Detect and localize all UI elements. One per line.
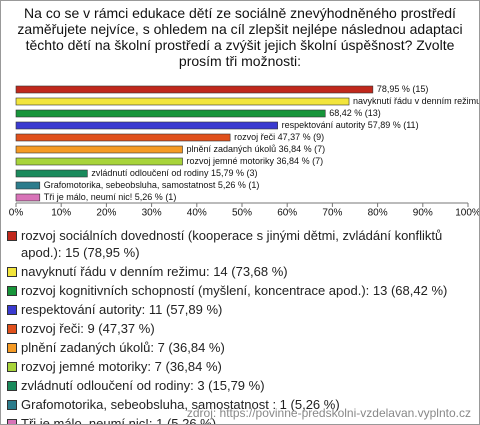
source: zdroj: https://povinne-predskolni-vzdela… <box>186 406 471 420</box>
legend-label: Grafomotorika, sebeobsluha, samostatnost… <box>21 397 340 412</box>
legend-entry: respektování autority: 11 (57,89 %) <box>7 301 473 318</box>
bar-label: plnění zadaných úkolů 36,84 % (7) <box>187 144 326 154</box>
legend-swatch <box>7 267 17 277</box>
question-title: Na co se v rámci edukace dětí ze sociáln… <box>17 5 463 69</box>
legend-swatch <box>7 419 17 424</box>
legend-label: navyknutí řádu v denním režimu: 14 (73,6… <box>21 264 288 279</box>
x-tick-label: 60% <box>277 208 297 219</box>
bar <box>15 181 41 190</box>
x-tick-label: 50% <box>232 208 252 219</box>
legend-label: Tři je málo, neumí nic!: 1 (5,26 %) <box>21 416 217 425</box>
legend-swatch <box>7 362 17 372</box>
legend-entry: Grafomotorika, sebeobsluha, samostatnost… <box>7 396 473 413</box>
legend-entry: Tři je málo, neumí nic!: 1 (5,26 %) <box>7 415 473 425</box>
legend-entry: rozvoj jemné motoriky: 7 (36,84 %) <box>7 358 473 375</box>
bar <box>15 85 374 94</box>
legend-label: rozvoj řeči: 9 (47,37 %) <box>21 321 155 336</box>
bar-label: Tři je málo, neumí nic! 5,26 % (1) <box>44 192 177 202</box>
bar-label: Grafomotorika, sebeobsluha, samostatnost… <box>44 180 260 190</box>
bar <box>15 169 88 178</box>
bar-label: rozvoj řeči 47,37 % (9) <box>234 132 324 142</box>
legend-label: rozvoj jemné motoriky: 7 (36,84 %) <box>21 359 222 374</box>
legend-entry: rozvoj kognitivních schopností (myšlení,… <box>7 282 473 299</box>
bar <box>15 109 326 118</box>
x-tick-label: 20% <box>96 208 116 219</box>
x-tick-label: 100% <box>455 208 479 219</box>
legend-entry: rozvoj řeči: 9 (47,37 %) <box>7 320 473 337</box>
legend-label: rozvoj kognitivních schopností (myšlení,… <box>21 283 448 298</box>
bar <box>15 193 41 202</box>
x-tick-label: 80% <box>368 208 388 219</box>
bar-label: 78,95 % (15) <box>377 84 429 94</box>
legend-label: zvládnutí odloučení od rodiny: 3 (15,79 … <box>21 378 265 393</box>
legend: rozvoj sociálních dovedností (kooperace … <box>7 227 473 425</box>
bar-label: respektování autority 57,89 % (11) <box>282 120 419 130</box>
legend-swatch <box>7 305 17 315</box>
bar-label: rozvoj jemné motoriky 36,84 % (7) <box>187 156 324 166</box>
bar <box>15 133 231 142</box>
bar <box>15 145 183 154</box>
legend-entry: plnění zadaných úkolů: 7 (36,84 %) <box>7 339 473 356</box>
legend-label: rozvoj sociálních dovedností (kooperace … <box>21 228 443 260</box>
legend-swatch <box>7 231 17 241</box>
bar-label: navyknutí řádu v denním režimu 73,68 % (… <box>353 96 479 106</box>
legend-swatch <box>7 343 17 353</box>
legend-swatch <box>7 400 17 410</box>
chart: 0% 10% 20% 30% 40% 50% 60% 70% 80% 90% 100% 78,95 %… <box>9 84 479 219</box>
x-tick-label: 10% <box>51 208 71 219</box>
x-tick-label: 0% <box>9 208 24 219</box>
legend-label: plnění zadaných úkolů: 7 (36,84 %) <box>21 340 225 355</box>
legend-entry: rozvoj sociálních dovedností (kooperace … <box>7 227 473 261</box>
bar-label: zvládnutí odloučení od rodiny 15,79 % (3… <box>91 168 257 178</box>
x-tick-label: 70% <box>322 208 342 219</box>
legend-swatch <box>7 324 17 334</box>
bar-label: 68,42 % (13) <box>329 108 381 118</box>
bar <box>15 97 350 106</box>
x-tick-label: 90% <box>413 208 433 219</box>
legend-entry: navyknutí řádu v denním režimu: 14 (73,6… <box>7 263 473 280</box>
x-tick-label: 40% <box>187 208 207 219</box>
bar <box>15 157 183 166</box>
legend-entry: zvládnutí odloučení od rodiny: 3 (15,79 … <box>7 377 473 394</box>
x-tick-label: 30% <box>142 208 162 219</box>
legend-label: respektování autority: 11 (57,89 %) <box>21 302 223 317</box>
bar <box>15 121 278 130</box>
legend-swatch <box>7 381 17 391</box>
legend-swatch <box>7 286 17 296</box>
